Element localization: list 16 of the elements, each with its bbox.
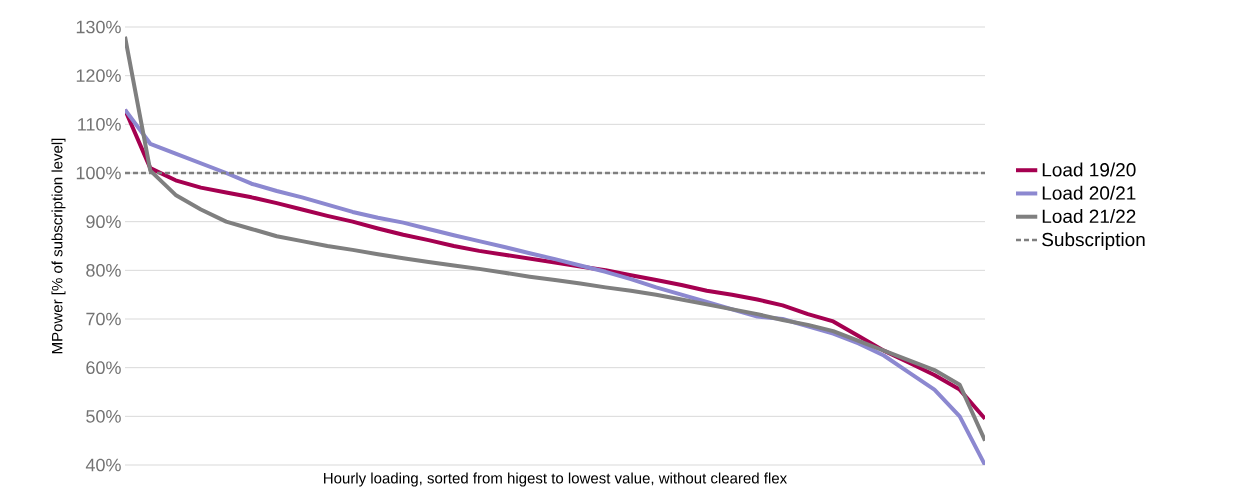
- y-tick-label: 70%: [86, 312, 121, 326]
- y-tick-label: 50%: [86, 409, 121, 423]
- y-tick-label: 80%: [86, 263, 121, 277]
- y-tick-label: 130%: [76, 20, 121, 34]
- legend-label: Load 20/21: [1042, 185, 1136, 200]
- y-tick-label: 100%: [76, 166, 121, 180]
- y-axis-title: MPower [% of subscription level]: [51, 138, 66, 354]
- x-axis-title: Hourly loading, sorted from higest to lowest value, without cleared flex: [324, 472, 787, 487]
- y-tick-label: 120%: [76, 69, 121, 83]
- y-tick-label: 40%: [85, 458, 121, 472]
- y-tick-label: 60%: [86, 361, 121, 375]
- legend-label: Load 21/22: [1042, 209, 1136, 224]
- legend-label: Subscription: [1042, 232, 1145, 251]
- legend-label: Load 19/20: [1042, 162, 1136, 177]
- y-tick-label: 90%: [86, 215, 121, 229]
- y-tick-label: 110%: [78, 117, 121, 131]
